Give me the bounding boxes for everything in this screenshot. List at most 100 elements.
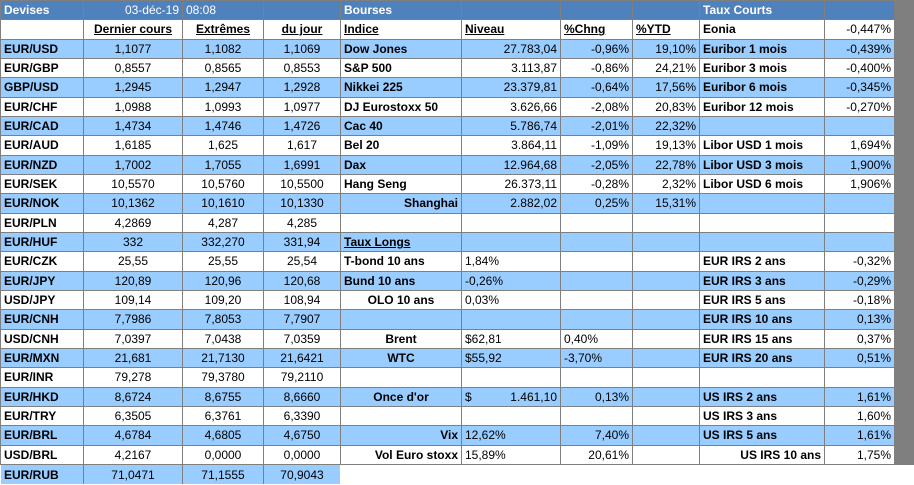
cell-empty bbox=[633, 271, 699, 290]
index-ytd: 15,31% bbox=[633, 194, 699, 213]
cell-empty bbox=[462, 368, 560, 387]
index-name: Dow Jones bbox=[341, 39, 461, 58]
index-chng: -0,28% bbox=[561, 175, 632, 194]
fx-pair: GBP/USD bbox=[1, 78, 83, 97]
index-chng: 0,25% bbox=[561, 194, 632, 213]
cell-empty bbox=[462, 310, 560, 329]
fx-pair: EUR/JPY bbox=[1, 271, 83, 290]
irs-label: US IRS 10 ans bbox=[700, 445, 824, 464]
fx-low: 1,4726 bbox=[264, 117, 340, 136]
short-rate-label: Libor USD 6 mois bbox=[700, 175, 824, 194]
fx-high: 79,3780 bbox=[183, 368, 263, 387]
fx-last: 21,681 bbox=[84, 349, 182, 368]
short-rate-value: 1,694% bbox=[825, 136, 894, 155]
fx-low: 4,285 bbox=[264, 213, 340, 232]
cell-empty bbox=[633, 252, 699, 271]
fx-last: 109,14 bbox=[84, 291, 182, 310]
cell-empty bbox=[700, 117, 824, 136]
header-taux-courts: Taux Courts bbox=[700, 1, 824, 20]
irs-label: US IRS 5 ans bbox=[700, 426, 824, 445]
commodity-chng: 0,40% bbox=[561, 329, 632, 348]
fx-high: 1,2947 bbox=[183, 78, 263, 97]
fx-pair: EUR/CZK bbox=[1, 252, 83, 271]
cell-empty bbox=[633, 368, 699, 387]
header-date: 03-déc-19 bbox=[84, 1, 182, 20]
fx-high: 6,3761 bbox=[183, 407, 263, 426]
irs-label: EUR IRS 20 ans bbox=[700, 349, 824, 368]
fx-pair: EUR/USD bbox=[1, 39, 83, 58]
irs-label: EUR IRS 10 ans bbox=[700, 310, 824, 329]
cell-empty bbox=[633, 387, 699, 406]
short-rate-value: 1,906% bbox=[825, 175, 894, 194]
fx-high: 1,1082 bbox=[183, 39, 263, 58]
fx-last: 79,278 bbox=[84, 368, 182, 387]
index-name: Shanghai bbox=[341, 194, 461, 213]
irs-label: EUR IRS 15 ans bbox=[700, 329, 824, 348]
index-name: Nikkei 225 bbox=[341, 78, 461, 97]
irs-value: 0,37% bbox=[825, 329, 894, 348]
irs-value: -0,32% bbox=[825, 252, 894, 271]
fx-pair: EUR/CHF bbox=[1, 97, 83, 116]
fx-low: 4,6750 bbox=[264, 426, 340, 445]
fx-high: 109,20 bbox=[183, 291, 263, 310]
index-ytd: 20,83% bbox=[633, 97, 699, 116]
index-level: 2.882,02 bbox=[462, 194, 560, 213]
long-rate-label: OLO 10 ans bbox=[341, 291, 461, 310]
header-blank-3 bbox=[561, 1, 632, 20]
eonia-value: -0,447% bbox=[825, 20, 894, 39]
long-rate-value: -0,26% bbox=[462, 271, 560, 290]
fx-pair: EUR/RUB bbox=[1, 465, 83, 484]
currency-symbol: $ bbox=[465, 389, 472, 404]
index-level: 12.964,68 bbox=[462, 155, 560, 174]
fx-last: 10,5570 bbox=[84, 175, 182, 194]
fx-low: 108,94 bbox=[264, 291, 340, 310]
fx-pair: EUR/AUD bbox=[1, 136, 83, 155]
header-time: 08:08 bbox=[183, 1, 263, 20]
fx-pair: EUR/NOK bbox=[1, 194, 83, 213]
fx-low: 331,94 bbox=[264, 233, 340, 252]
cell-empty bbox=[633, 213, 699, 232]
cell-empty bbox=[561, 271, 632, 290]
fx-low: 10,5500 bbox=[264, 175, 340, 194]
fx-high: 8,6755 bbox=[183, 387, 263, 406]
short-rate-value: -0,439% bbox=[825, 39, 894, 58]
index-chng: -0,64% bbox=[561, 78, 632, 97]
commodity-chng: 0,13% bbox=[561, 387, 632, 406]
cell-empty bbox=[633, 329, 699, 348]
commodity-chng: 7,40% bbox=[561, 426, 632, 445]
fx-low: 79,2110 bbox=[264, 368, 340, 387]
irs-value: 1,60% bbox=[825, 407, 894, 426]
fx-low: 10,1330 bbox=[264, 194, 340, 213]
commodity-value: 1.461,10 bbox=[510, 389, 557, 404]
fx-high: 120,96 bbox=[183, 271, 263, 290]
irs-value: 1,75% bbox=[825, 445, 894, 464]
fx-pair: EUR/PLN bbox=[1, 213, 83, 232]
index-ytd: 19,10% bbox=[633, 39, 699, 58]
short-rate-value: -0,400% bbox=[825, 59, 894, 78]
header-bourses: Bourses bbox=[341, 1, 461, 20]
index-level: 26.373,11 bbox=[462, 175, 560, 194]
index-chng: -2,05% bbox=[561, 155, 632, 174]
short-rate-label: Euribor 3 mois bbox=[700, 59, 824, 78]
fx-low: 7,0359 bbox=[264, 329, 340, 348]
cell-empty bbox=[462, 233, 560, 252]
commodity-gold-value: $ 1.461,10 bbox=[462, 387, 560, 406]
index-level: 27.783,04 bbox=[462, 39, 560, 58]
fx-last: 1,6185 bbox=[84, 136, 182, 155]
fx-low: 0,8553 bbox=[264, 59, 340, 78]
commodity-label: Vix bbox=[341, 426, 461, 445]
header-blank-1 bbox=[264, 1, 340, 20]
cell-empty bbox=[633, 310, 699, 329]
fx-high: 21,7130 bbox=[183, 349, 263, 368]
index-name: S&P 500 bbox=[341, 59, 461, 78]
index-chng: -1,09% bbox=[561, 136, 632, 155]
fx-high: 10,1610 bbox=[183, 194, 263, 213]
index-chng: -0,96% bbox=[561, 39, 632, 58]
commodity-value: 15,89% bbox=[462, 445, 560, 464]
commodity-label: Brent bbox=[341, 329, 461, 348]
fx-pair: USD/CNH bbox=[1, 329, 83, 348]
col-header-high: Extrêmes bbox=[183, 20, 263, 39]
col-header-indice: Indice bbox=[341, 20, 461, 39]
irs-value: 1,61% bbox=[825, 426, 894, 445]
short-rate-label: Libor USD 1 mois bbox=[700, 136, 824, 155]
